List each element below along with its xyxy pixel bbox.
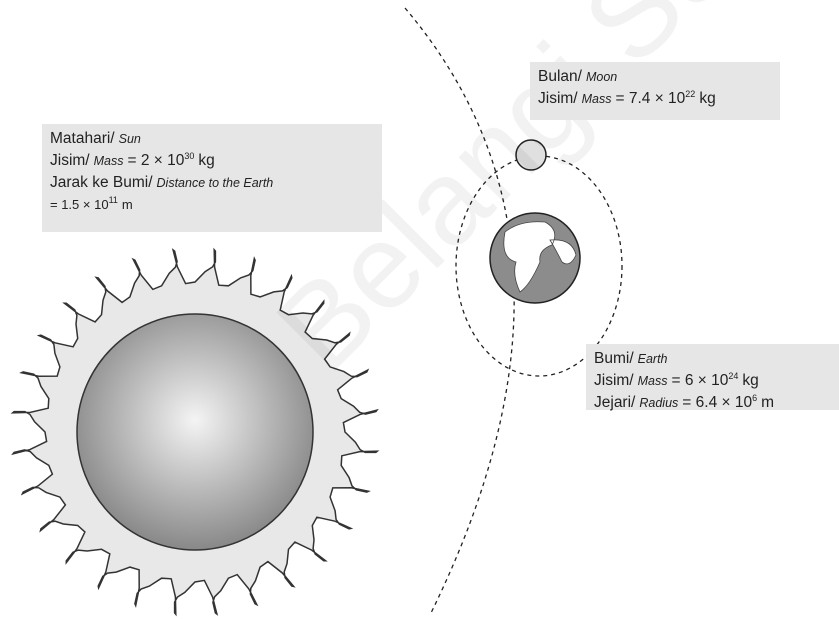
label-en: Distance to the Earth bbox=[157, 176, 274, 190]
page: {"sun": {"name": "Matahari/", "name_en":… bbox=[0, 0, 839, 619]
name-en: Moon bbox=[586, 70, 617, 84]
sun bbox=[77, 314, 313, 550]
exponent: 11 bbox=[109, 195, 118, 205]
label: Jisim/ bbox=[538, 90, 578, 107]
label: Jisim/ bbox=[594, 372, 634, 389]
value: = 2 × 10 bbox=[127, 152, 184, 169]
name-en: Sun bbox=[119, 132, 141, 146]
name: Bulan/ bbox=[538, 68, 582, 85]
unit: m bbox=[761, 394, 774, 411]
label: Jisim/ bbox=[50, 152, 90, 169]
unit: m bbox=[122, 197, 133, 212]
name: Matahari/ bbox=[50, 130, 115, 147]
label-en: Mass bbox=[94, 154, 124, 168]
value: = 1.5 × 10 bbox=[50, 197, 109, 212]
exponent: 24 bbox=[728, 371, 738, 381]
moon-label: Bulan/Moon Jisim/Mass= 7.4 × 1022 kg bbox=[530, 62, 780, 120]
value: = 7.4 × 10 bbox=[615, 90, 685, 107]
exponent: 30 bbox=[184, 151, 194, 161]
label: Jejari/ bbox=[594, 394, 635, 411]
label-en: Mass bbox=[582, 92, 612, 106]
name: Bumi/ bbox=[594, 350, 634, 367]
name-en: Earth bbox=[638, 352, 668, 366]
exponent: 22 bbox=[685, 89, 695, 99]
unit: kg bbox=[198, 152, 214, 169]
value: = 6.4 × 10 bbox=[682, 394, 752, 411]
label-en: Radius bbox=[639, 396, 678, 410]
label: Jarak ke Bumi/ bbox=[50, 174, 153, 191]
earth-label: Bumi/Earth Jisim/Mass= 6 × 1024 kg Jejari… bbox=[586, 344, 839, 410]
exponent: 6 bbox=[752, 393, 757, 403]
sun-label: Matahari/Sun Jisim/Mass= 2 × 1030 kg Jara… bbox=[42, 124, 382, 232]
value: = 6 × 10 bbox=[671, 372, 728, 389]
unit: kg bbox=[742, 372, 758, 389]
unit: kg bbox=[699, 90, 715, 107]
label-en: Mass bbox=[638, 374, 668, 388]
